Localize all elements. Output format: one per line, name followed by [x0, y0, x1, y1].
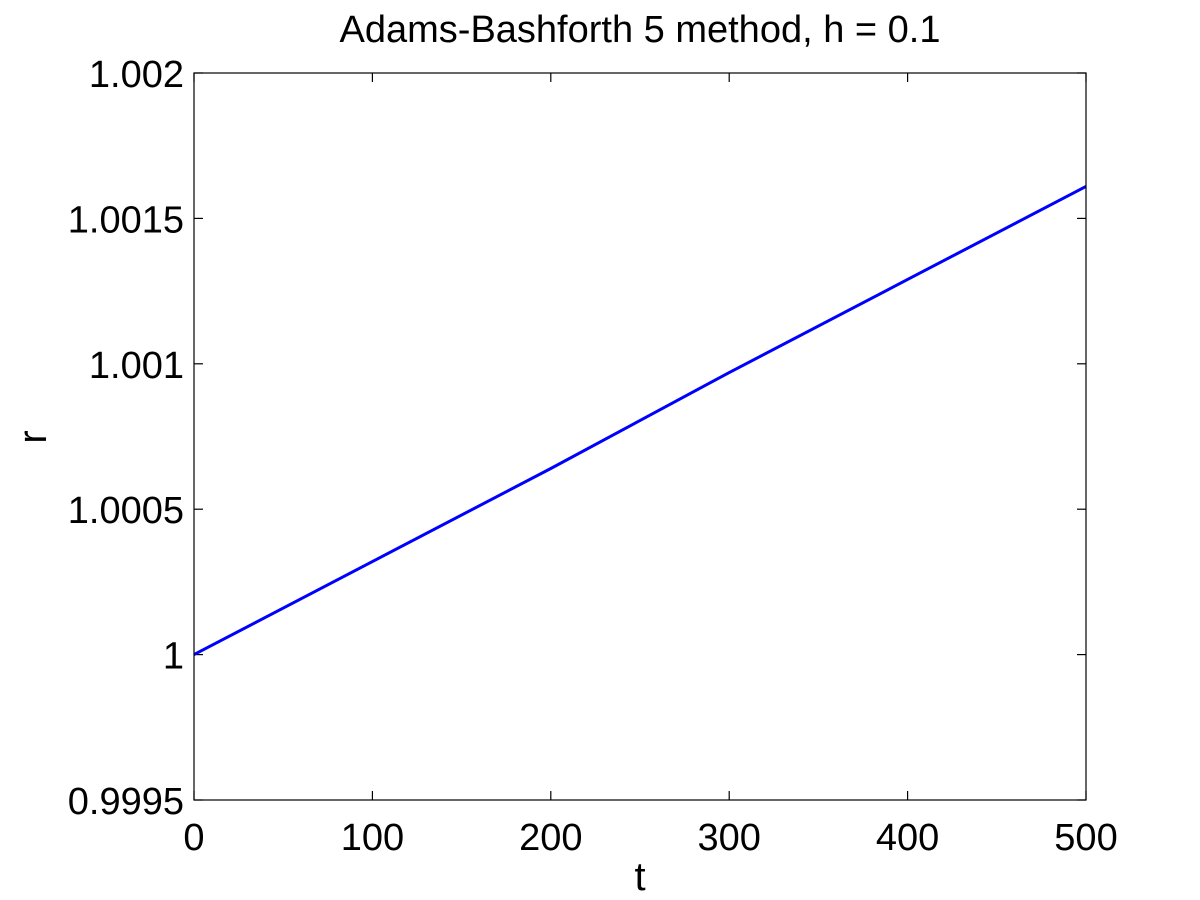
x-tick-label: 200	[519, 817, 582, 859]
plot-frame	[193, 72, 1087, 801]
x-tick-label: 100	[341, 817, 404, 859]
y-tick-label: 1	[163, 636, 184, 678]
x-tick-label: 400	[876, 817, 939, 859]
chart-title: Adams-Bashforth 5 method, h = 0.1	[340, 9, 941, 51]
x-tick-label: 300	[697, 817, 760, 859]
y-tick-label: 1.001	[89, 345, 184, 387]
x-tick-label: 500	[1054, 817, 1117, 859]
y-tick-label: 1.002	[89, 54, 184, 96]
y-tick-label: 1.0015	[68, 199, 184, 241]
series-layer	[193, 185, 1087, 656]
x-axis-label: t	[634, 855, 645, 899]
y-axis-label: r	[11, 430, 55, 443]
tick-label-layer: 0 100 200 300 400 500 0.9995 1 1.0005 1.001 1.0015…	[68, 54, 1118, 859]
plot-area	[194, 73, 1086, 800]
x-tick-label: 0	[183, 817, 204, 859]
y-tick-label: 1.0005	[68, 490, 184, 532]
series-line	[193, 185, 1087, 656]
y-tick-label: 0.9995	[68, 781, 184, 823]
